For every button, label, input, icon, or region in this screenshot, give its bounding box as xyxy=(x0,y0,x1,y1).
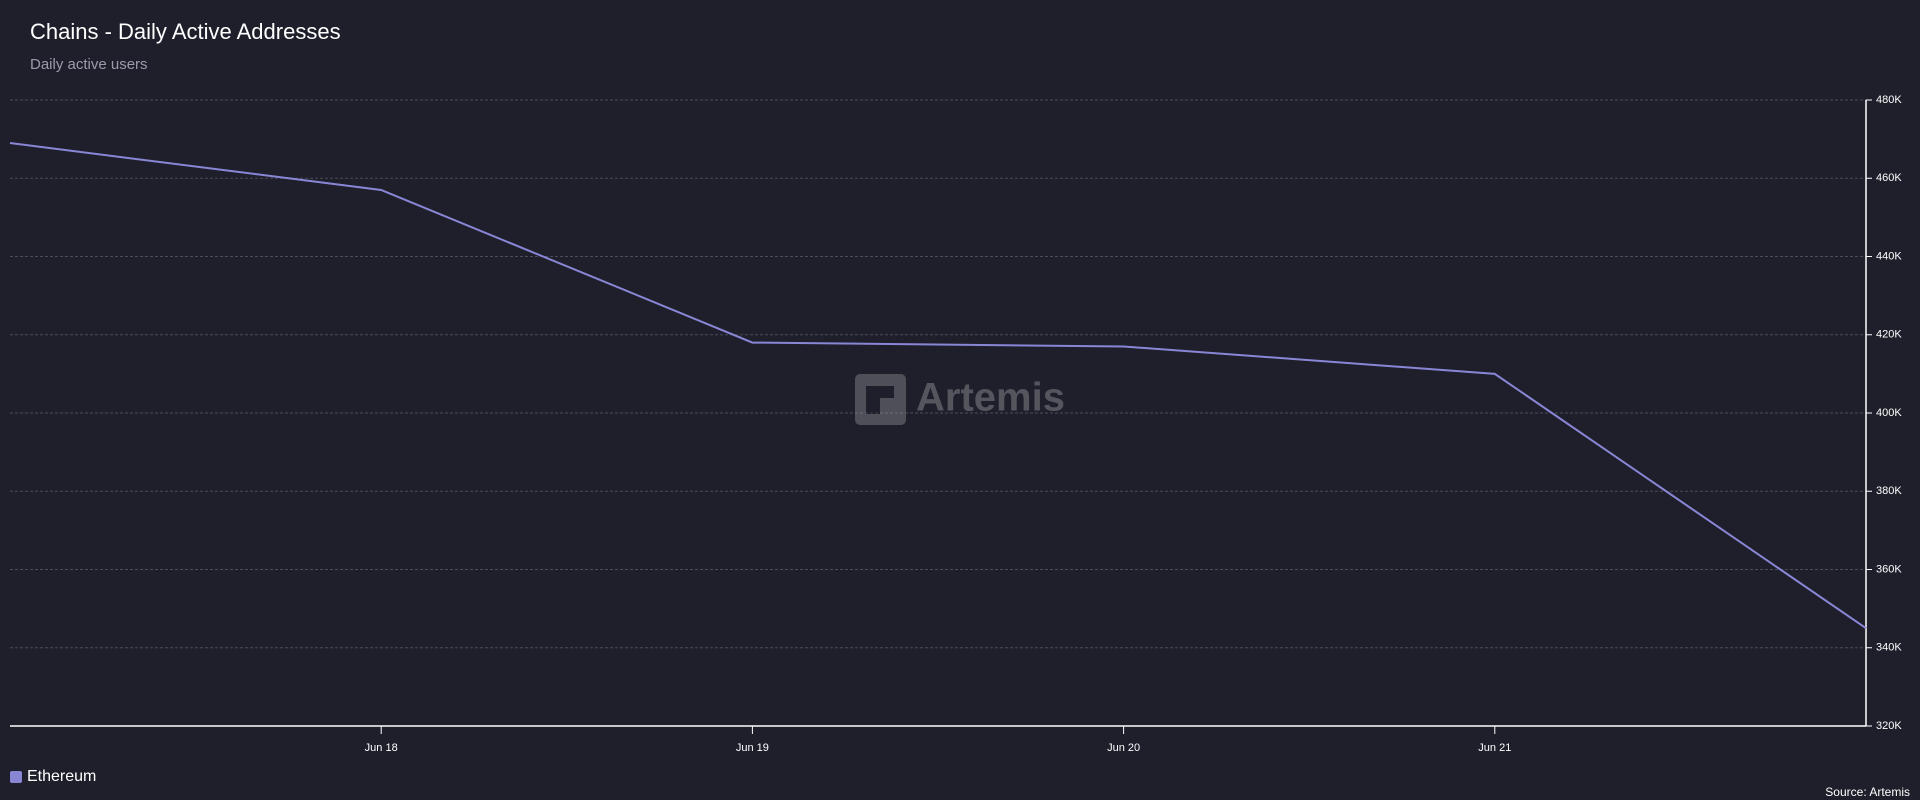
x-tick-label: Jun 19 xyxy=(736,742,769,754)
watermark-icon-part xyxy=(866,386,880,414)
y-tick-label: 480K xyxy=(1876,94,1902,106)
series-line xyxy=(9,142,1867,630)
y-tick-label: 400K xyxy=(1876,407,1902,419)
y-tick-label: 380K xyxy=(1876,485,1902,497)
watermark-logo: Artemis xyxy=(855,374,1065,425)
chart-subtitle: Daily active users xyxy=(30,56,148,73)
y-tick-label: 360K xyxy=(1876,563,1902,575)
watermark-icon-part xyxy=(880,386,894,398)
source-note: Source: Artemis xyxy=(1825,785,1910,799)
chart-title: Chains - Daily Active Addresses xyxy=(30,19,341,44)
legend-swatch xyxy=(10,771,22,783)
legend-label: Ethereum xyxy=(27,768,96,785)
y-tick-label: 460K xyxy=(1876,172,1902,184)
y-tick-label: 340K xyxy=(1876,642,1902,654)
y-tick-label: 440K xyxy=(1876,250,1902,262)
x-tick-label: Jun 20 xyxy=(1107,742,1140,754)
y-tick-label: 420K xyxy=(1876,329,1902,341)
y-tick-label: 320K xyxy=(1876,720,1902,732)
watermark-icon xyxy=(855,374,906,425)
x-tick-label: Jun 18 xyxy=(365,742,398,754)
x-tick-label: Jun 21 xyxy=(1478,742,1511,754)
watermark-text: Artemis xyxy=(916,376,1065,420)
